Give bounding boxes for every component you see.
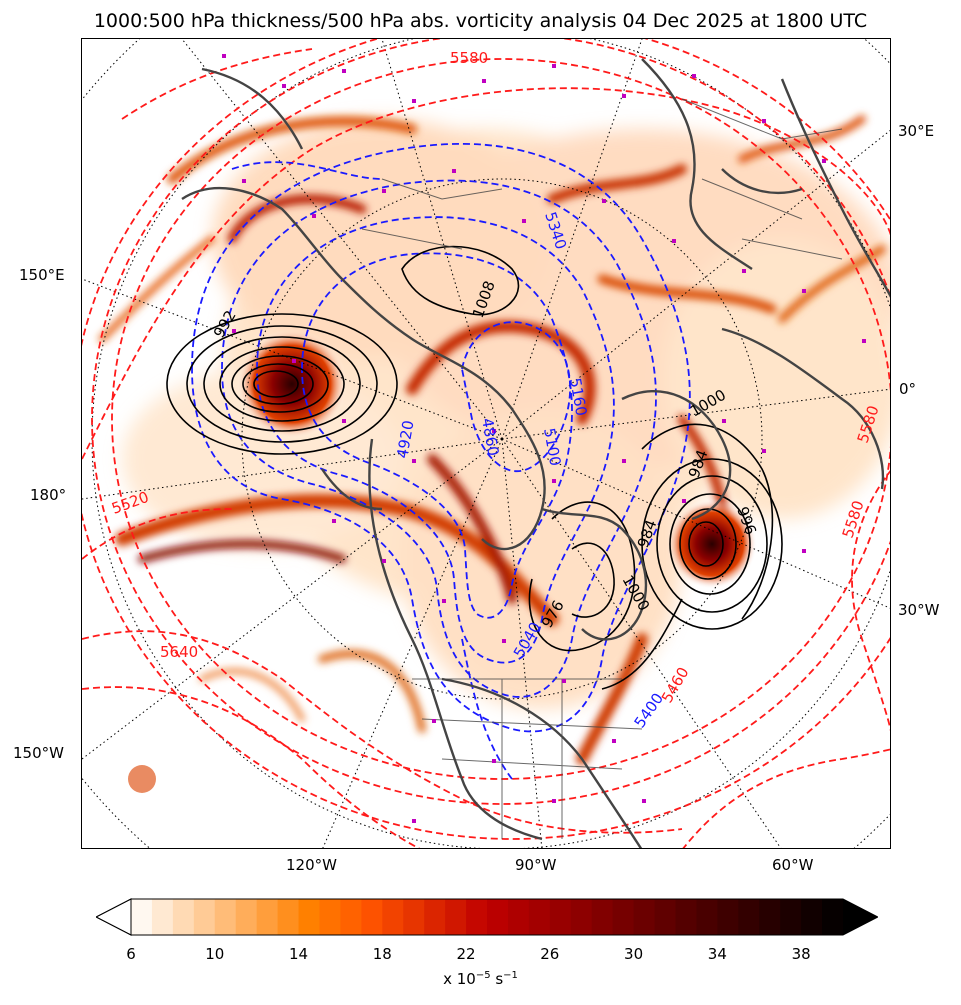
- colorbar-swatch: [612, 899, 635, 935]
- colorbar-swatch: [151, 899, 174, 935]
- colorbar-swatch: [466, 899, 488, 935]
- colorbar-swatch: [340, 899, 362, 935]
- lon-label-30w: 30°W: [898, 601, 940, 619]
- contour-label-red: 5640: [160, 643, 198, 661]
- lon-label-150e: 150°E: [19, 266, 65, 284]
- contour-label-blue: 5460: [658, 664, 693, 706]
- colorbar-tick-label: 38: [791, 945, 811, 963]
- contour-label-red: 5580: [450, 49, 488, 67]
- colorbar-swatch: [445, 899, 467, 935]
- colorbar-swatch: [382, 899, 404, 935]
- colorbar-tick-label: 18: [372, 945, 392, 963]
- colorbar-swatch: [319, 899, 342, 935]
- colorbar-label-unit-exp: −1: [503, 970, 518, 981]
- colorbar-tick-label: 22: [456, 945, 476, 963]
- lon-label-60w: 60°W: [772, 856, 814, 874]
- colorbar-swatch: [675, 899, 698, 935]
- colorbar-tick-label: 14: [288, 945, 309, 963]
- contour-label-red: 5520: [109, 488, 151, 518]
- colorbar-swatch: [131, 899, 153, 935]
- vorticity-shading: [98, 115, 890, 793]
- colorbar-swatch: [822, 899, 844, 935]
- colorbar-tick-label: 10: [205, 945, 225, 963]
- colorbar-swatch: [633, 899, 656, 935]
- map-title: 1000:500 hPa thickness/500 hPa abs. vort…: [93, 10, 868, 32]
- colorbar-swatch: [780, 899, 802, 935]
- colorbar-swatch: [696, 899, 718, 935]
- colorbar-label-unit: s: [490, 970, 504, 988]
- coastlines: [181, 58, 890, 848]
- colorbar-tick-label: 30: [624, 945, 644, 963]
- colorbar-swatch: [172, 899, 195, 935]
- colorbar-swatch: [717, 899, 739, 935]
- colorbar-swatch: [298, 899, 321, 935]
- lon-label-90w: 90°W: [515, 856, 557, 874]
- colorbar-swatch: [570, 899, 593, 935]
- lon-label-30e: 30°E: [898, 122, 935, 140]
- lon-label-120w: 120°W: [286, 856, 337, 874]
- lon-label-150w: 150°W: [13, 744, 64, 762]
- colorbar-swatch: [507, 899, 530, 935]
- colorbar-swatch: [591, 899, 614, 935]
- colorbar-extend-max: [843, 899, 878, 935]
- borders: [361, 98, 843, 839]
- map-panel[interactable]: 5580 5520 5640 5580 5580 5340 5100 4920 …: [81, 38, 891, 849]
- colorbar-swatch: [549, 899, 572, 935]
- colorbar-tick-label: 6: [126, 945, 136, 963]
- colorbar-swatch: [528, 899, 551, 935]
- colorbar-ticks: 6 10 14 18 22 26 30 34 38: [0, 945, 961, 965]
- colorbar-outline: [94, 898, 880, 936]
- colorbar-swatch: [759, 899, 781, 935]
- colorbar-swatch: [256, 899, 279, 935]
- colorbar-tick-label: 26: [540, 945, 560, 963]
- colorbar-swatch: [487, 899, 509, 935]
- vorticity-max-markers: [222, 54, 866, 823]
- colorbar: [94, 897, 880, 941]
- colorbar-swatch: [361, 899, 383, 935]
- colorbar-swatch: [424, 899, 446, 935]
- colorbar-swatches: [94, 898, 880, 936]
- colorbar-label-text: x 10: [443, 970, 476, 988]
- colorbar-extend-min: [94, 898, 132, 936]
- colorbar-swatch: [235, 899, 258, 935]
- colorbar-tick-label: 34: [707, 945, 727, 963]
- colorbar-swatch: [801, 899, 823, 935]
- colorbar-swatch: [214, 899, 237, 935]
- colorbar-swatch: [403, 899, 425, 935]
- colorbar-label: x 10−5 s−1: [0, 970, 961, 988]
- colorbar-swatch: [654, 899, 677, 935]
- colorbar-swatch: [193, 899, 216, 935]
- lon-label-0: 0°: [899, 380, 917, 398]
- colorbar-label-exp: −5: [475, 970, 491, 981]
- colorbar-swatch: [738, 899, 760, 935]
- mslp-contours: [166, 245, 783, 690]
- lon-label-180: 180°: [30, 486, 67, 504]
- colorbar-swatch: [277, 899, 300, 935]
